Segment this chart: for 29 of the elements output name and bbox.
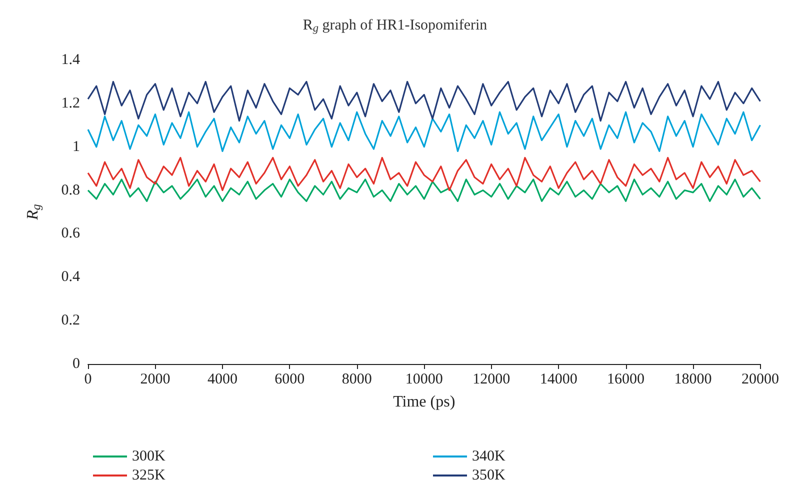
line-series: [87, 156, 762, 192]
x-tick-label: 6000: [274, 372, 305, 388]
y-tick-label: 0.6: [61, 226, 80, 242]
y-tick-label: 1: [72, 138, 80, 155]
x-tick-label: 14000: [540, 372, 578, 388]
line-series: [87, 80, 762, 122]
x-tick-label: 4000: [207, 372, 238, 388]
line-series: [87, 111, 762, 152]
x-tick-label: 8000: [342, 372, 372, 388]
x-tick-label: 2000: [140, 372, 170, 388]
x-tick-label: 16000: [607, 372, 645, 388]
y-tick-label: 1.4: [61, 52, 80, 68]
y-axis-title: Rg: [24, 204, 43, 221]
x-axis-title: Time (ps): [393, 394, 456, 410]
y-tick-label: 1.2: [61, 95, 80, 112]
line-series: [87, 178, 762, 202]
legend-label: 340K: [472, 448, 506, 464]
x-tick-label: 10000: [405, 372, 443, 388]
x-tick-label: 0: [84, 372, 92, 388]
x-tick-label: 12000: [472, 372, 510, 388]
y-tick-label: 0.2: [61, 312, 80, 329]
legend-label: 350K: [472, 468, 506, 484]
x-tick-label: 20000: [742, 372, 779, 388]
legend-label: 300K: [132, 448, 166, 464]
y-tick-label: 0.4: [61, 269, 80, 286]
x-tick-label: 18000: [674, 372, 712, 388]
y-tick-label: 0.8: [61, 182, 80, 198]
y-tick-label: 0: [72, 356, 80, 372]
legend-label: 325K: [132, 468, 166, 484]
